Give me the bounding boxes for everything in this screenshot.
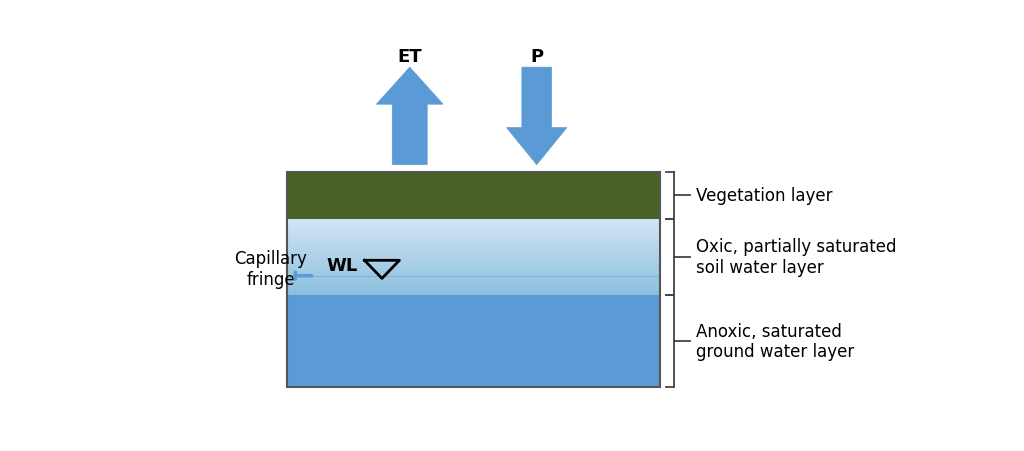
Bar bbox=[287, 249, 659, 251]
Bar bbox=[287, 254, 659, 256]
Text: P: P bbox=[530, 48, 544, 66]
Bar bbox=[287, 262, 659, 263]
Bar bbox=[287, 238, 659, 239]
Bar bbox=[287, 292, 659, 294]
Bar bbox=[287, 227, 659, 228]
Bar bbox=[287, 252, 659, 253]
Bar bbox=[287, 258, 659, 260]
Bar bbox=[287, 291, 659, 292]
Bar bbox=[287, 295, 659, 387]
Bar bbox=[287, 266, 659, 267]
Text: WL: WL bbox=[327, 256, 357, 274]
Bar bbox=[287, 237, 659, 239]
Bar bbox=[287, 288, 659, 290]
Text: Anoxic, saturated
ground water layer: Anoxic, saturated ground water layer bbox=[696, 322, 854, 360]
Bar bbox=[287, 230, 659, 232]
Bar bbox=[287, 293, 659, 295]
Bar bbox=[287, 172, 659, 387]
Bar bbox=[287, 267, 659, 268]
Bar bbox=[287, 287, 659, 289]
Bar bbox=[287, 269, 659, 271]
Bar bbox=[287, 277, 659, 279]
Bar bbox=[287, 282, 659, 284]
Bar bbox=[287, 247, 659, 249]
Bar bbox=[287, 275, 659, 276]
Bar bbox=[287, 226, 659, 227]
Bar bbox=[287, 243, 659, 245]
Bar bbox=[287, 264, 659, 266]
Bar bbox=[287, 235, 659, 237]
Bar bbox=[287, 273, 659, 275]
Bar bbox=[287, 248, 659, 250]
Bar bbox=[287, 223, 659, 225]
Bar bbox=[287, 290, 659, 291]
Text: Oxic, partially saturated
soil water layer: Oxic, partially saturated soil water lay… bbox=[696, 238, 897, 276]
Bar bbox=[287, 261, 659, 262]
Bar bbox=[287, 272, 659, 274]
Bar bbox=[287, 281, 659, 282]
Bar bbox=[287, 228, 659, 230]
Bar bbox=[287, 283, 659, 285]
Bar bbox=[287, 234, 659, 236]
Text: Vegetation layer: Vegetation layer bbox=[696, 187, 833, 205]
Text: ET: ET bbox=[397, 48, 422, 66]
Bar bbox=[287, 229, 659, 231]
Bar bbox=[287, 286, 659, 287]
Bar bbox=[287, 280, 659, 281]
Bar bbox=[287, 172, 659, 220]
Bar bbox=[287, 222, 659, 223]
Bar bbox=[287, 263, 659, 265]
Bar bbox=[287, 242, 659, 244]
Bar bbox=[287, 259, 659, 261]
Bar bbox=[287, 246, 659, 247]
Bar bbox=[287, 278, 659, 280]
Bar bbox=[287, 253, 659, 255]
Bar bbox=[287, 257, 659, 258]
Bar bbox=[287, 256, 659, 257]
Text: Capillary
fringe: Capillary fringe bbox=[234, 250, 307, 289]
Bar bbox=[287, 221, 659, 222]
Bar bbox=[287, 233, 659, 235]
Bar bbox=[287, 224, 659, 226]
Bar bbox=[287, 239, 659, 241]
Bar bbox=[287, 219, 659, 221]
Bar bbox=[287, 271, 659, 272]
Bar bbox=[287, 232, 659, 233]
Polygon shape bbox=[507, 68, 567, 165]
Bar bbox=[287, 251, 659, 252]
Bar bbox=[287, 244, 659, 246]
Bar bbox=[287, 285, 659, 286]
Polygon shape bbox=[377, 68, 443, 165]
Bar bbox=[287, 240, 659, 242]
Bar bbox=[287, 268, 659, 270]
Bar bbox=[287, 276, 659, 277]
